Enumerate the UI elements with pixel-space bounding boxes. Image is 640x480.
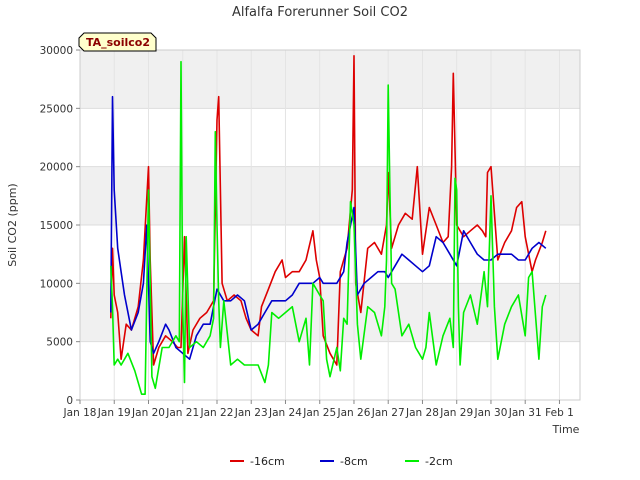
y-tick-label: 25000 (40, 103, 73, 115)
legend-label: -8cm (340, 455, 368, 468)
y-tick-label: 20000 (40, 162, 73, 174)
y-tick-label: 5000 (46, 337, 73, 349)
x-tick-label: Jan 19 (97, 407, 131, 419)
x-tick-label: Jan 18 (63, 407, 97, 419)
badge-label: TA_soilco2 (86, 36, 150, 49)
series-line-minus-2cm (110, 60, 547, 396)
y-axis-title: Soil CO2 (ppm) (6, 183, 19, 266)
x-tick-label: Jan 24 (268, 407, 302, 419)
y-tick-label: 15000 (40, 220, 73, 232)
legend-label: -2cm (425, 455, 453, 468)
x-tick-label: Jan 22 (200, 407, 234, 419)
x-tick-label: Jan 21 (165, 407, 199, 419)
chart-title: Alfalfa Forerunner Soil CO2 (232, 5, 408, 20)
series-line-minus-8cm (110, 95, 547, 361)
plot-band (80, 166, 580, 225)
x-tick-label: Feb 1 (545, 407, 574, 419)
y-tick-label: 10000 (40, 278, 73, 290)
x-tick-label: Jan 27 (371, 407, 405, 419)
legend-label: -16cm (250, 455, 285, 468)
x-tick-label: Jan 29 (439, 407, 473, 419)
x-tick-label: Jan 25 (302, 407, 336, 419)
plot-band (80, 50, 580, 109)
x-axis-title: Time (552, 423, 580, 436)
badge-box (78, 32, 157, 52)
x-tick-label: Jan 28 (405, 407, 439, 419)
series-group (110, 54, 547, 396)
series-badge: TA_soilco2 (78, 32, 157, 52)
plot-band (80, 283, 580, 342)
x-tick-label: Jan 20 (131, 407, 165, 419)
x-tick-label: Jan 30 (474, 407, 508, 419)
y-tick-label: 30000 (40, 45, 73, 57)
legend: -16cm -8cm -2cm (230, 455, 453, 468)
x-tick-label: Jan 26 (337, 407, 371, 419)
x-tick-label: Jan 31 (508, 407, 542, 419)
y-tick-label: 0 (66, 395, 73, 407)
x-tick-label: Jan 23 (234, 407, 268, 419)
